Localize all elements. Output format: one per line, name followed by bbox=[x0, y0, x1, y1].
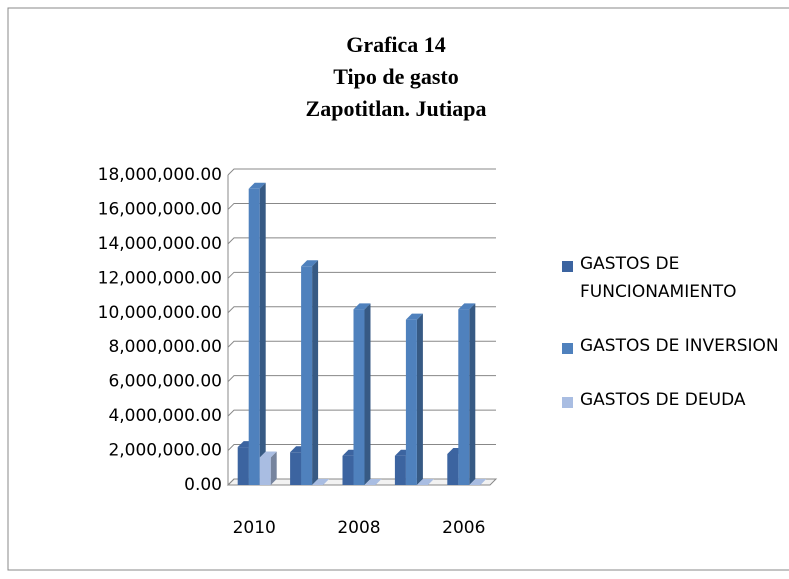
x-tick-label: 2008 bbox=[337, 518, 380, 538]
legend-item: GASTOS DE DEUDA bbox=[562, 386, 780, 414]
bar-face bbox=[458, 309, 470, 485]
chart-title: Zapotitlan. Jutiapa bbox=[306, 96, 487, 121]
y-tick-label: 4,000,000.00 bbox=[108, 406, 222, 426]
bar-face bbox=[312, 479, 330, 485]
y-tick-label: 0.00 bbox=[184, 475, 222, 495]
bar-face bbox=[248, 188, 260, 485]
bar bbox=[458, 303, 476, 485]
y-tick-label: 2,000,000.00 bbox=[108, 441, 222, 461]
bar-face bbox=[312, 260, 319, 485]
y-tick-label: 6,000,000.00 bbox=[108, 372, 222, 392]
bar bbox=[248, 182, 266, 485]
y-tick-label: 16,000,000.00 bbox=[98, 199, 222, 219]
grid-line bbox=[227, 306, 496, 314]
bar-face bbox=[458, 303, 476, 310]
bar bbox=[469, 479, 487, 485]
bar-face bbox=[290, 452, 302, 485]
bar-face bbox=[259, 451, 277, 458]
bar-face bbox=[342, 455, 354, 485]
bar-face bbox=[301, 260, 319, 267]
bar-face bbox=[416, 313, 423, 485]
bar-face bbox=[447, 454, 459, 485]
chart-border bbox=[7, 7, 789, 571]
bar bbox=[416, 479, 434, 485]
y-tick-label: 10,000,000.00 bbox=[98, 303, 222, 323]
legend: GASTOS DE FUNCIONAMIENTO GASTOS DE INVERS… bbox=[562, 250, 789, 440]
chart-title: Grafica 14 bbox=[346, 32, 446, 57]
grid-line bbox=[227, 237, 496, 245]
bar-face bbox=[301, 266, 313, 485]
x-tick-label: 2010 bbox=[233, 518, 276, 538]
bar-face bbox=[259, 182, 266, 485]
legend-item: GASTOS DE FUNCIONAMIENTO bbox=[562, 250, 780, 306]
bar-face bbox=[416, 479, 434, 485]
x-tick-label: 2006 bbox=[442, 518, 485, 538]
bar-face bbox=[394, 455, 406, 485]
y-tick-label: 14,000,000.00 bbox=[98, 234, 222, 254]
bar-face bbox=[270, 451, 277, 485]
bar bbox=[312, 479, 330, 485]
bar bbox=[259, 451, 277, 485]
legend-swatch bbox=[562, 397, 573, 408]
bar-face bbox=[405, 313, 423, 320]
legend-label: GASTOS DE INVERSION bbox=[580, 336, 779, 356]
bar bbox=[405, 313, 423, 485]
bar bbox=[364, 479, 382, 485]
legend-swatch bbox=[562, 343, 573, 354]
bar-face bbox=[353, 303, 371, 310]
legend-label: GASTOS DE DEUDA bbox=[580, 390, 746, 410]
bar bbox=[301, 260, 319, 485]
chart-title: Tipo de gasto bbox=[333, 64, 459, 89]
legend-swatch bbox=[562, 261, 573, 272]
legend-item: GASTOS DE INVERSION bbox=[562, 332, 780, 360]
y-tick-label: 18,000,000.00 bbox=[98, 165, 222, 185]
bar-face bbox=[237, 447, 249, 485]
grid-line bbox=[227, 202, 496, 210]
legend-label: GASTOS DE FUNCIONAMIENTO bbox=[580, 254, 737, 302]
bar-face bbox=[364, 303, 371, 485]
bar-face bbox=[353, 309, 365, 485]
grid-line bbox=[227, 271, 496, 279]
bar-face bbox=[259, 457, 271, 485]
bar-face bbox=[469, 303, 476, 485]
bar-face bbox=[364, 479, 382, 485]
bar-face bbox=[405, 319, 417, 485]
bar-face bbox=[248, 182, 266, 189]
bar bbox=[353, 303, 371, 485]
bar-face bbox=[469, 479, 487, 485]
y-tick-label: 8,000,000.00 bbox=[108, 337, 222, 357]
grid-line bbox=[227, 168, 496, 176]
y-tick-label: 12,000,000.00 bbox=[98, 268, 222, 288]
